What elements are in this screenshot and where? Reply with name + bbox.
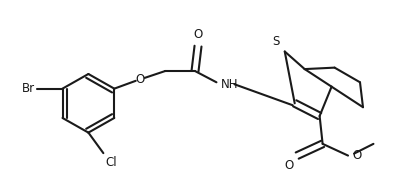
Text: Br: Br: [22, 82, 35, 95]
Text: O: O: [194, 28, 203, 41]
Text: O: O: [352, 149, 361, 162]
Text: NH: NH: [220, 78, 238, 91]
Text: S: S: [273, 35, 280, 48]
Text: O: O: [135, 73, 144, 86]
Text: O: O: [284, 159, 293, 172]
Text: Cl: Cl: [105, 156, 117, 169]
